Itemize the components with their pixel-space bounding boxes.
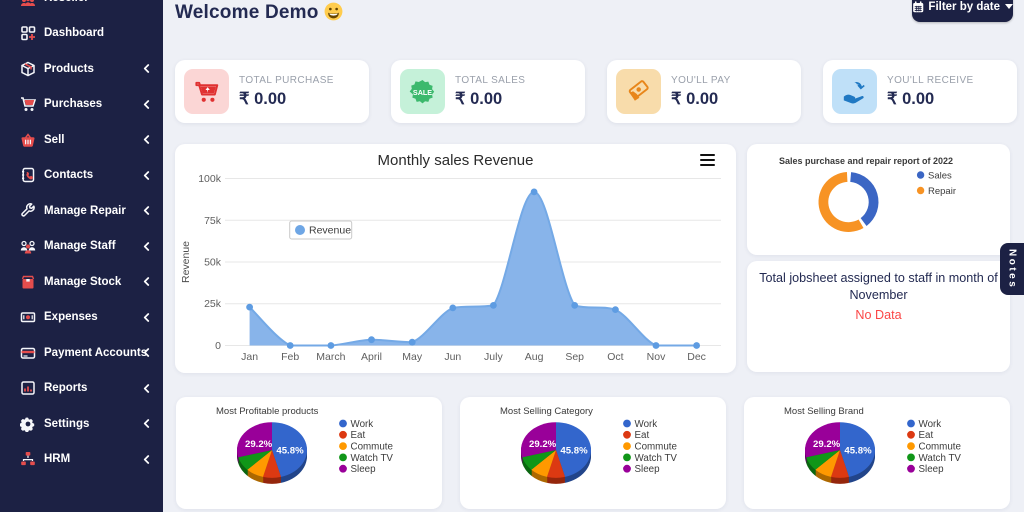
svg-text:Commute: Commute [635, 442, 678, 453]
svg-text:Sales: Sales [928, 170, 952, 181]
svg-text:Work: Work [351, 419, 374, 430]
svg-text:Watch TV: Watch TV [635, 453, 678, 464]
svg-text:75k: 75k [204, 215, 222, 227]
svg-text:Jun: Jun [444, 351, 461, 363]
svg-text:25k: 25k [204, 298, 222, 310]
svg-text:Repair: Repair [928, 186, 956, 197]
svg-text:Eat: Eat [919, 430, 934, 441]
svg-text:Sleep: Sleep [635, 464, 661, 475]
svg-text:29.2%: 29.2% [245, 439, 273, 450]
svg-text:45.8%: 45.8% [560, 446, 588, 457]
svg-text:29.2%: 29.2% [529, 439, 557, 450]
svg-text:Eat: Eat [351, 430, 366, 441]
svg-text:Work: Work [919, 419, 942, 430]
svg-text:Revenue: Revenue [309, 225, 351, 237]
svg-text:Nov: Nov [647, 351, 666, 363]
svg-text:Feb: Feb [281, 351, 299, 363]
svg-text:45.8%: 45.8% [844, 446, 872, 457]
svg-text:0: 0 [215, 340, 221, 352]
svg-text:March: March [316, 351, 345, 363]
svg-text:Watch TV: Watch TV [351, 453, 394, 464]
svg-text:Eat: Eat [635, 430, 650, 441]
svg-text:Work: Work [635, 419, 658, 430]
svg-text:July: July [484, 351, 503, 363]
svg-text:April: April [361, 351, 382, 363]
svg-text:Commute: Commute [919, 442, 962, 453]
svg-text:SALE: SALE [413, 88, 432, 97]
svg-text:Watch TV: Watch TV [919, 453, 962, 464]
svg-text:50k: 50k [204, 257, 222, 269]
svg-text:Aug: Aug [525, 351, 544, 363]
svg-text:Sleep: Sleep [351, 464, 377, 475]
svg-text:Sep: Sep [565, 351, 584, 363]
svg-text:29.2%: 29.2% [813, 439, 841, 450]
svg-text:Revenue: Revenue [180, 241, 192, 283]
svg-text:May: May [402, 351, 423, 363]
svg-text:Commute: Commute [351, 442, 394, 453]
svg-text:Dec: Dec [687, 351, 706, 363]
svg-text:Sleep: Sleep [919, 464, 945, 475]
svg-text:Jan: Jan [241, 351, 258, 363]
svg-text:100k: 100k [198, 173, 222, 185]
svg-text:45.8%: 45.8% [276, 446, 304, 457]
svg-text:Oct: Oct [607, 351, 623, 363]
